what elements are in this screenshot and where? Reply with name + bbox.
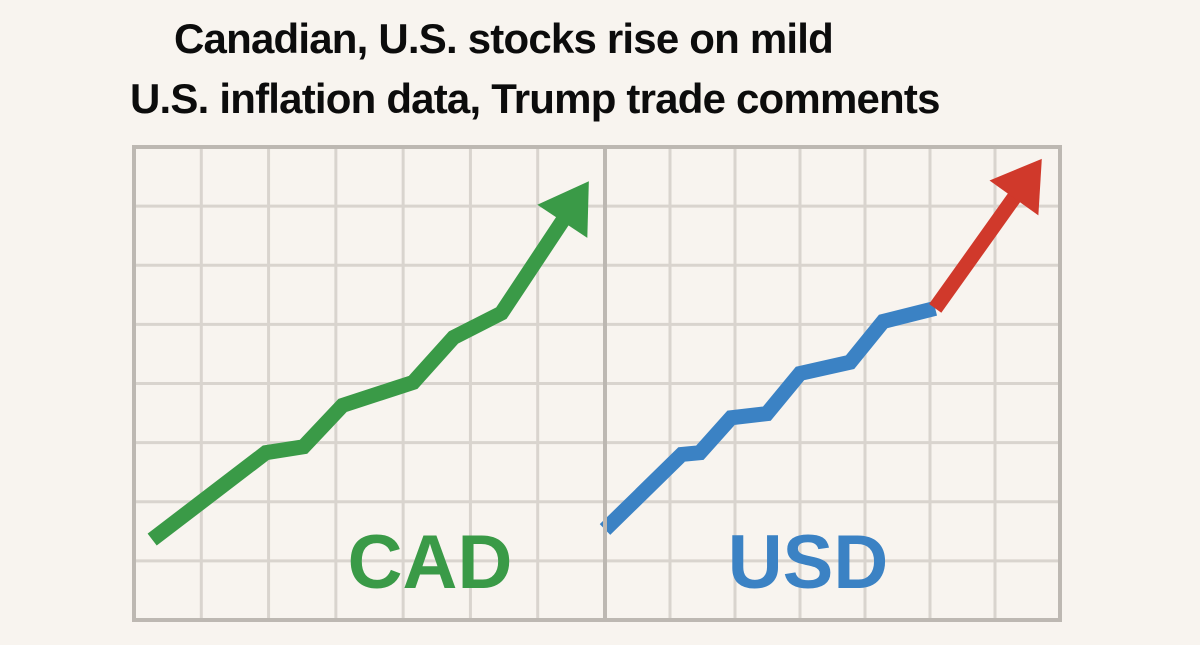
usd-label: USD <box>728 520 888 605</box>
arrowhead-icon <box>989 158 1042 216</box>
headline-line-2: U.S. inflation data, Trump trade comment… <box>130 75 940 122</box>
headline-line-1: Canadian, U.S. stocks rise on mild <box>174 15 834 62</box>
usd-chart-panel: USD <box>599 147 1060 620</box>
usd-surge-line <box>929 188 1024 313</box>
usd-line <box>599 301 938 535</box>
cad-chart-panel: CAD <box>134 147 605 620</box>
usd-series <box>599 158 1042 535</box>
chart-frame <box>132 145 1062 622</box>
cad-label: CAD <box>348 520 513 605</box>
arrowhead-icon <box>537 181 589 238</box>
cad-line <box>147 212 572 546</box>
cad-series <box>147 181 589 546</box>
